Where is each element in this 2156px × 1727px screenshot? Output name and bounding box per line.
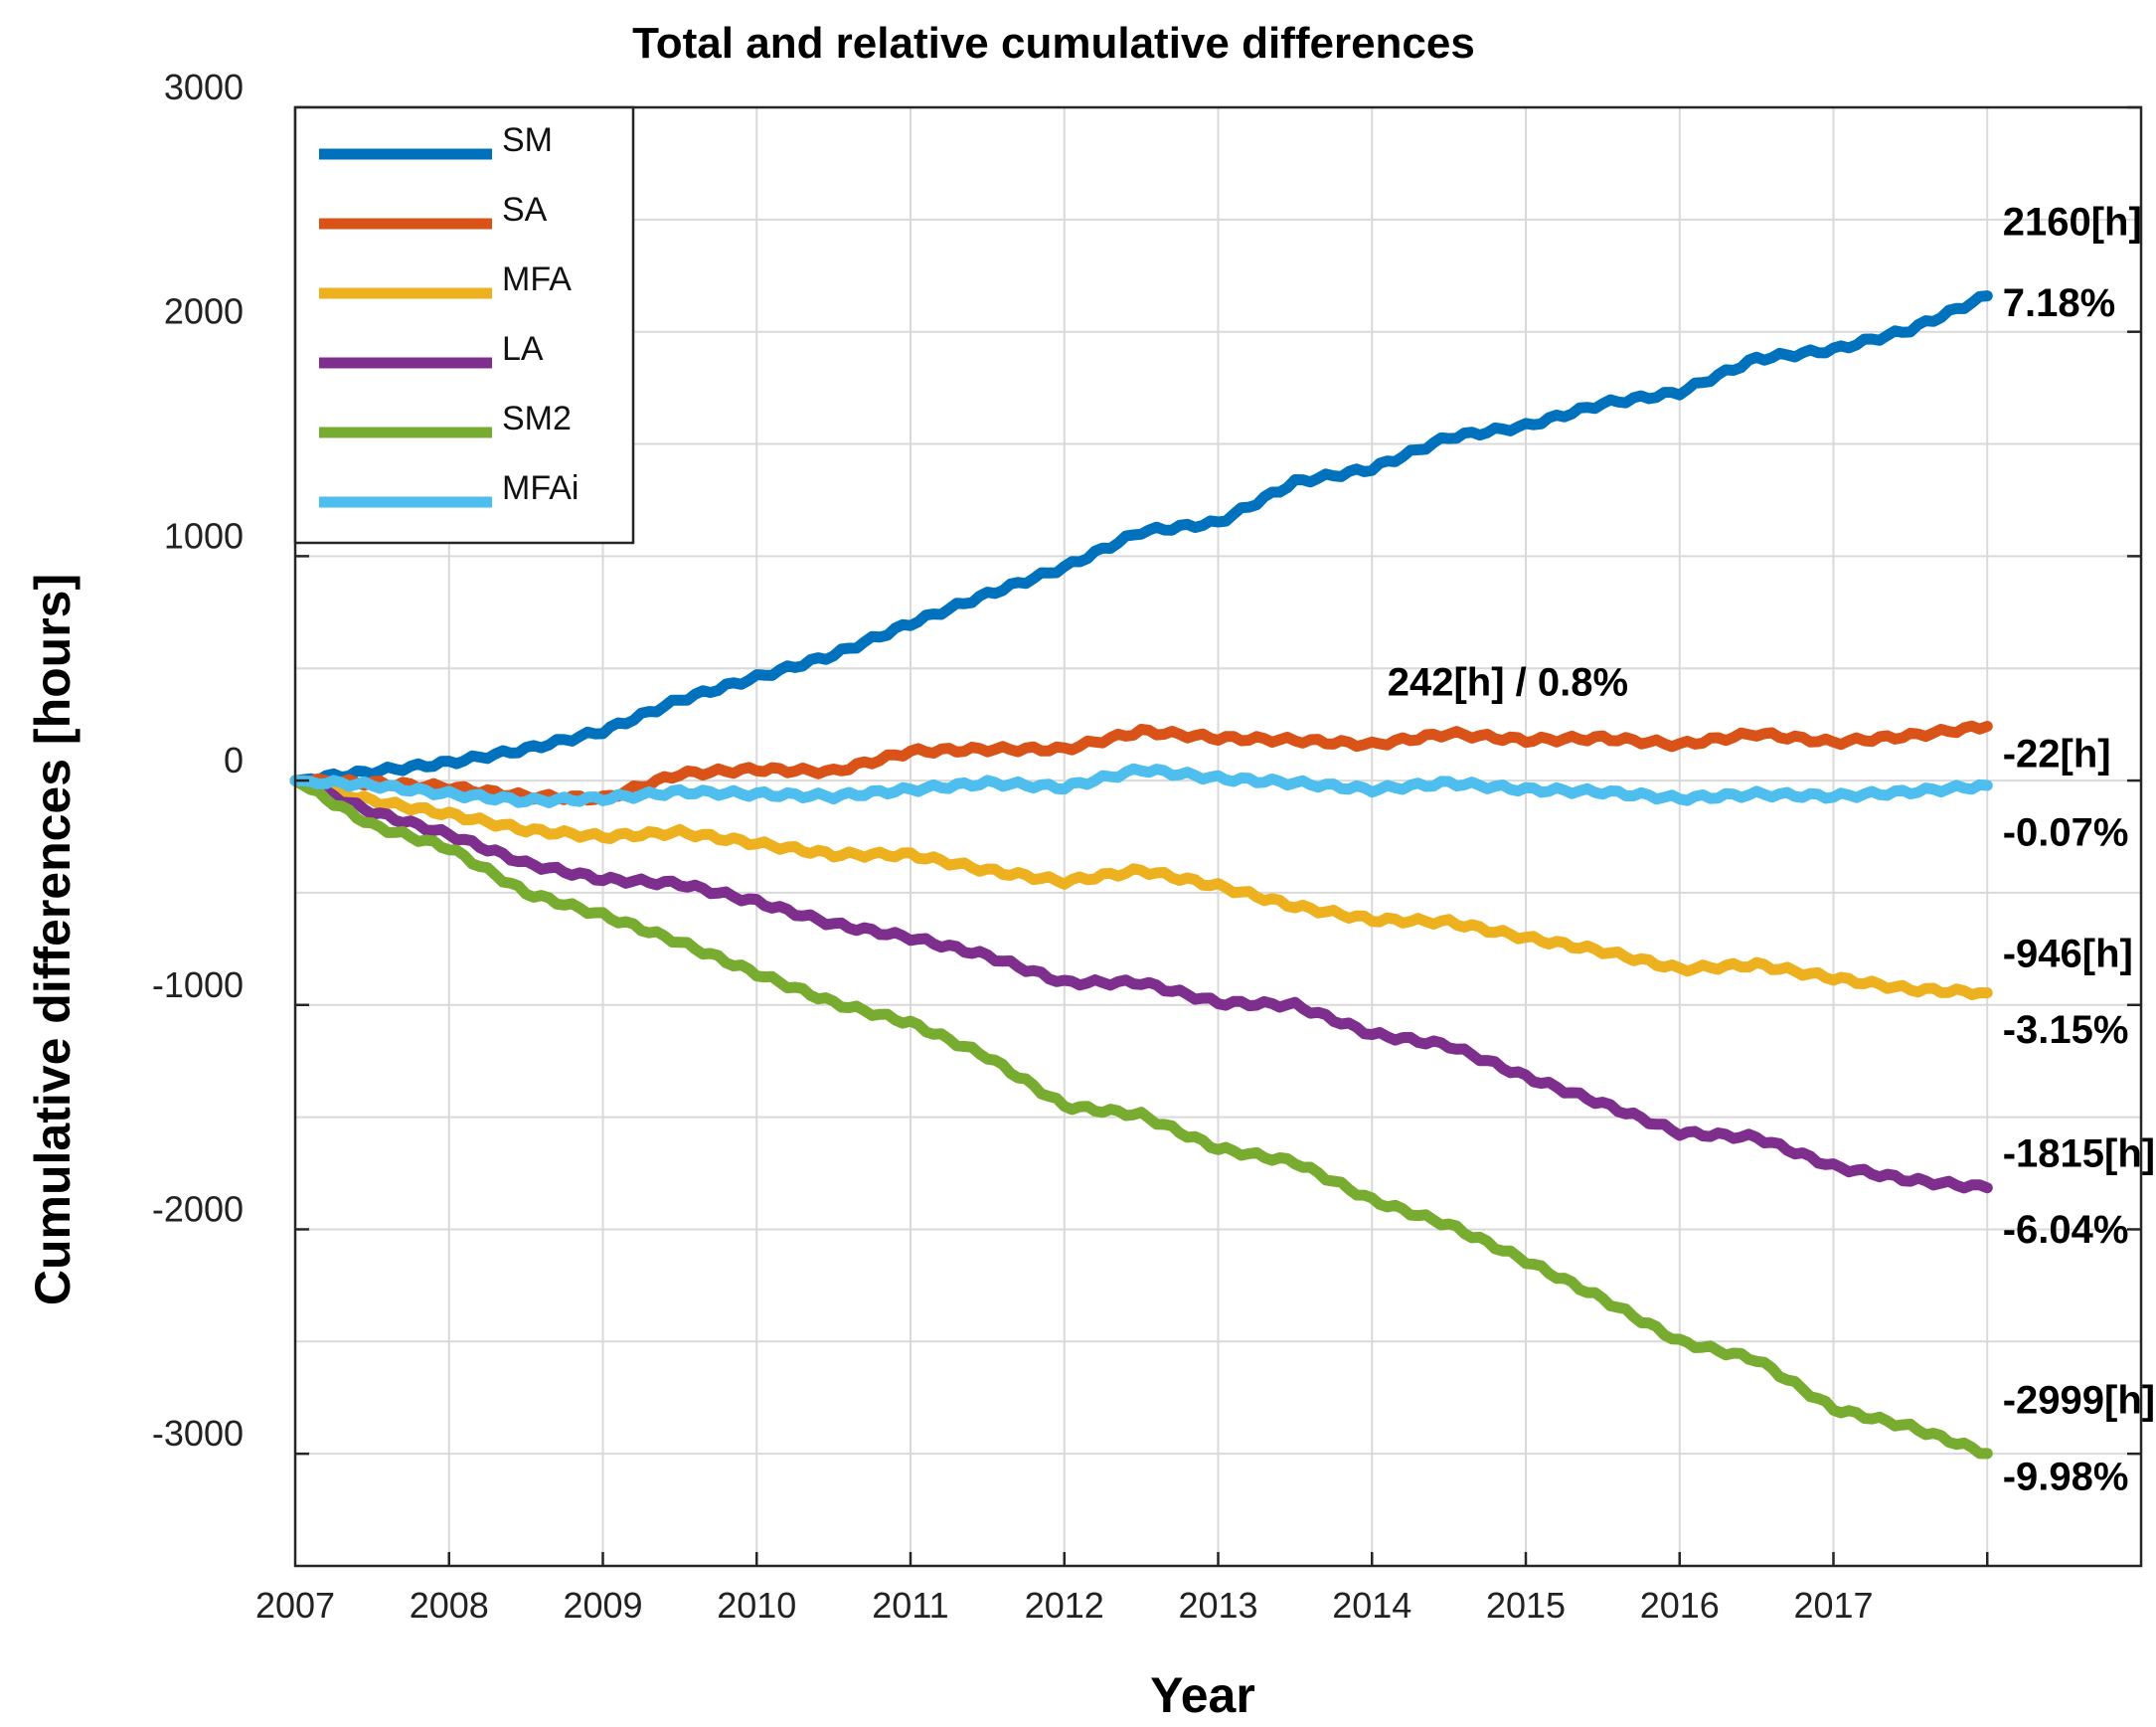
series-line-la	[289, 775, 1993, 1194]
legend-label-mfa: MFA	[502, 260, 572, 298]
series-line-sm	[289, 290, 1993, 786]
x-tick-label: 2017	[1793, 1585, 1873, 1626]
x-tick-label: 2013	[1178, 1585, 1257, 1626]
x-tick-label: 2009	[563, 1585, 642, 1626]
x-tick-label: 2016	[1640, 1585, 1720, 1626]
legend-label-sa: SA	[502, 191, 548, 229]
y-tick-label: 2000	[164, 291, 244, 332]
annotation-label: -22[h]	[2003, 733, 2111, 777]
y-axis-label: Cumulative differences [hours]	[25, 574, 81, 1305]
legend-label-la: LA	[502, 330, 544, 368]
axis-ticks: 2007 2008 2009 2010 2011 2012 2013 2014 2015 2016…	[152, 67, 2141, 1626]
grid-lines	[295, 107, 2141, 1566]
series-line-mfai	[289, 763, 1993, 808]
y-tick-label: -3000	[152, 1413, 244, 1454]
annotation-label: -0.07%	[2003, 811, 2129, 855]
annotation-label: -946[h]	[2003, 932, 2133, 975]
annotation-label: -9.98%	[2003, 1455, 2129, 1498]
annotation-label: -6.04%	[2003, 1208, 2129, 1252]
x-tick-label: 2010	[717, 1585, 796, 1626]
x-tick-label: 2007	[255, 1585, 335, 1626]
legend: SM SA MFA LA SM2 MFAi	[293, 105, 635, 545]
legend-label-sm: SM	[502, 121, 553, 159]
annotation-label: -1815[h]	[2003, 1131, 2155, 1175]
series-line-mfa	[289, 775, 1993, 1000]
y-tick-label: 0	[224, 740, 244, 780]
x-tick-label: 2011	[872, 1585, 948, 1626]
y-tick-label: 3000	[164, 67, 244, 107]
y-tick-label: -2000	[152, 1188, 244, 1229]
x-axis-label: Year	[1150, 1667, 1255, 1723]
annotation-label: 2160[h]	[2003, 201, 2142, 245]
x-tick-label: 2008	[410, 1585, 489, 1626]
annotation-label: -3.15%	[2003, 1008, 2129, 1052]
annotation-label: 7.18%	[2003, 281, 2115, 325]
x-tick-label: 2015	[1486, 1585, 1566, 1626]
legend-label-sm2: SM2	[502, 400, 572, 437]
series-line-sm2	[289, 775, 1993, 1460]
annotations: 2160[h] 7.18% 242[h] / 0.8% -22[h] -0.07% -94…	[1388, 201, 2155, 1499]
x-tick-label: 2012	[1025, 1585, 1104, 1626]
legend-box	[293, 105, 635, 545]
legend-label-mfai: MFAi	[502, 469, 579, 507]
x-tick-label: 2014	[1332, 1585, 1411, 1626]
annotation-label: 242[h] / 0.8%	[1388, 660, 1628, 704]
series-lines	[289, 290, 1993, 1460]
y-tick-label: -1000	[152, 964, 244, 1005]
annotation-label: -2999[h]	[2003, 1379, 2155, 1423]
y-tick-label: 1000	[164, 515, 244, 556]
chart-title: Total and relative cumulative difference…	[632, 19, 1475, 68]
